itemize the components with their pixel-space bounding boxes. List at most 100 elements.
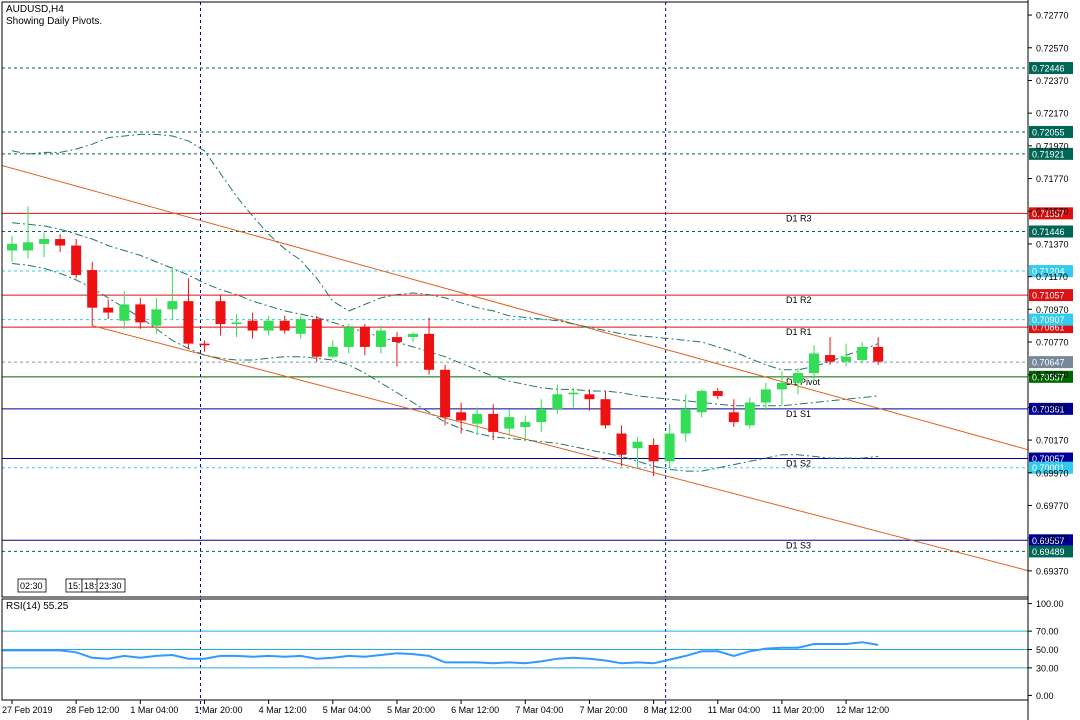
price-tick-label: 0.69570 [1036, 534, 1069, 544]
price-level-tag [1029, 452, 1073, 465]
candle-body [263, 320, 274, 331]
rsi-tick-label: 30.00 [1036, 663, 1059, 673]
price-level-tag [1029, 461, 1073, 474]
candle-body [71, 245, 82, 275]
candle-body [616, 433, 627, 455]
price-level-tag [1029, 265, 1073, 278]
candle-body [39, 239, 50, 244]
price-level-tag-text: 0.71446 [1032, 227, 1065, 237]
price-level-tag-text: 0.72446 [1032, 64, 1065, 74]
price-tick-label: 0.69370 [1036, 566, 1069, 576]
time-badges: 02:30 15: 18: 23:30 [17, 578, 126, 593]
price-level-tag-text: 0.69489 [1032, 547, 1065, 557]
price-tick-label: 0.71570 [1036, 207, 1069, 217]
candle-body [151, 309, 162, 326]
rsi-line [2, 641, 879, 665]
candle-body [311, 319, 322, 357]
candle-body [247, 320, 258, 331]
candle-body [632, 441, 643, 449]
price-level-tag-text: 0.70057 [1032, 454, 1065, 464]
time-badge [17, 578, 47, 593]
candle-body [375, 330, 386, 347]
price-level-tag [1029, 545, 1073, 558]
price-tick-label: 0.70170 [1036, 436, 1069, 446]
price-tick-label: 0.72370 [1036, 76, 1069, 86]
candle-body [520, 422, 531, 427]
price-tick-label: 0.72570 [1036, 43, 1069, 53]
price-level-tag-text: 0.70361 [1032, 404, 1065, 414]
channel-line [92, 325, 1028, 572]
time-badge-text: 18: [84, 581, 97, 591]
pivot-level-label: D1 R2 [786, 295, 812, 305]
candle-body [664, 433, 675, 462]
candle-body [23, 242, 34, 251]
candle-body [825, 355, 836, 362]
price-level-tag-text: 0.71557 [1032, 209, 1065, 219]
candle-body [391, 337, 402, 342]
price-level-tag-text: 0.71057 [1032, 291, 1065, 301]
price-level-tag-text: 0.70861 [1032, 323, 1065, 333]
candle-body [504, 417, 515, 429]
time-tick-label: 6 Mar 12:00 [451, 705, 499, 715]
price-level-tag-text: 0.72055 [1032, 127, 1065, 137]
price-level-tag-text: 0.70001 [1032, 463, 1065, 473]
time-badge-text: 23:30 [99, 581, 122, 591]
candle-body [343, 327, 354, 347]
time-tick-label: 11 Mar 04:00 [708, 705, 760, 715]
candle-body [135, 304, 146, 323]
candle-body [327, 346, 338, 357]
price-tick-label: 0.72170 [1036, 109, 1069, 119]
price-tick-label: 0.72770 [1036, 11, 1069, 21]
time-badge-text: 15: [68, 581, 81, 591]
candle-body [199, 343, 210, 346]
price-level-tag-text: 0.70647 [1032, 358, 1065, 368]
candle-body [87, 270, 98, 308]
middle-band-line [11, 222, 879, 407]
candle-body [359, 327, 370, 347]
candle-body [167, 301, 178, 310]
candle-body [728, 412, 739, 423]
time-tick-label: 28 Feb 12:00 [66, 705, 119, 715]
pivot-level-label: D1 S3 [786, 540, 811, 550]
price-level-tag [1029, 147, 1073, 160]
time-tick-label: 7 Mar 04:00 [515, 705, 563, 715]
candle-body [680, 409, 691, 434]
price-level-tag-text: 0.71204 [1032, 267, 1065, 277]
price-tick-label: 0.70570 [1036, 370, 1069, 380]
candle-body [568, 392, 579, 395]
candle-body [408, 333, 418, 338]
candle-body [536, 409, 547, 423]
price-tick-label: 0.71170 [1036, 272, 1068, 282]
price-level-tag [1029, 370, 1073, 383]
candle-body [183, 301, 194, 344]
candle-body [55, 239, 66, 246]
rsi-panel [2, 599, 1028, 714]
price-level-tag [1029, 534, 1073, 547]
candle-body [279, 320, 290, 331]
time-tick-label: 11 Mar 20:00 [772, 705, 824, 715]
pivot-level-label: D1 S1 [786, 409, 811, 419]
price-level-tag [1029, 62, 1073, 75]
rsi-tick-label: 100.00 [1036, 599, 1064, 609]
candle-body [744, 402, 755, 426]
price-tick-label: 0.71370 [1036, 239, 1069, 249]
price-tick-label: 0.71970 [1036, 141, 1069, 151]
candle-body [440, 369, 451, 418]
time-tick-label: 8 Mar 12:00 [644, 705, 692, 715]
candle-body [584, 394, 595, 400]
candle-body [7, 243, 17, 251]
candle-body [552, 394, 563, 410]
candle-body [873, 346, 884, 362]
rsi-tick-label: 0.00 [1036, 691, 1054, 701]
time-tick-label: 1 Mar 20:00 [194, 705, 242, 715]
candle-body [456, 412, 467, 421]
price-tick-label: 0.69970 [1036, 468, 1069, 478]
candle-body [119, 304, 130, 321]
candle-body [424, 333, 435, 370]
candle-body [809, 353, 819, 374]
candle-body [696, 391, 707, 413]
candle-body [103, 307, 114, 313]
time-tick-label: 4 Mar 12:00 [259, 705, 307, 715]
